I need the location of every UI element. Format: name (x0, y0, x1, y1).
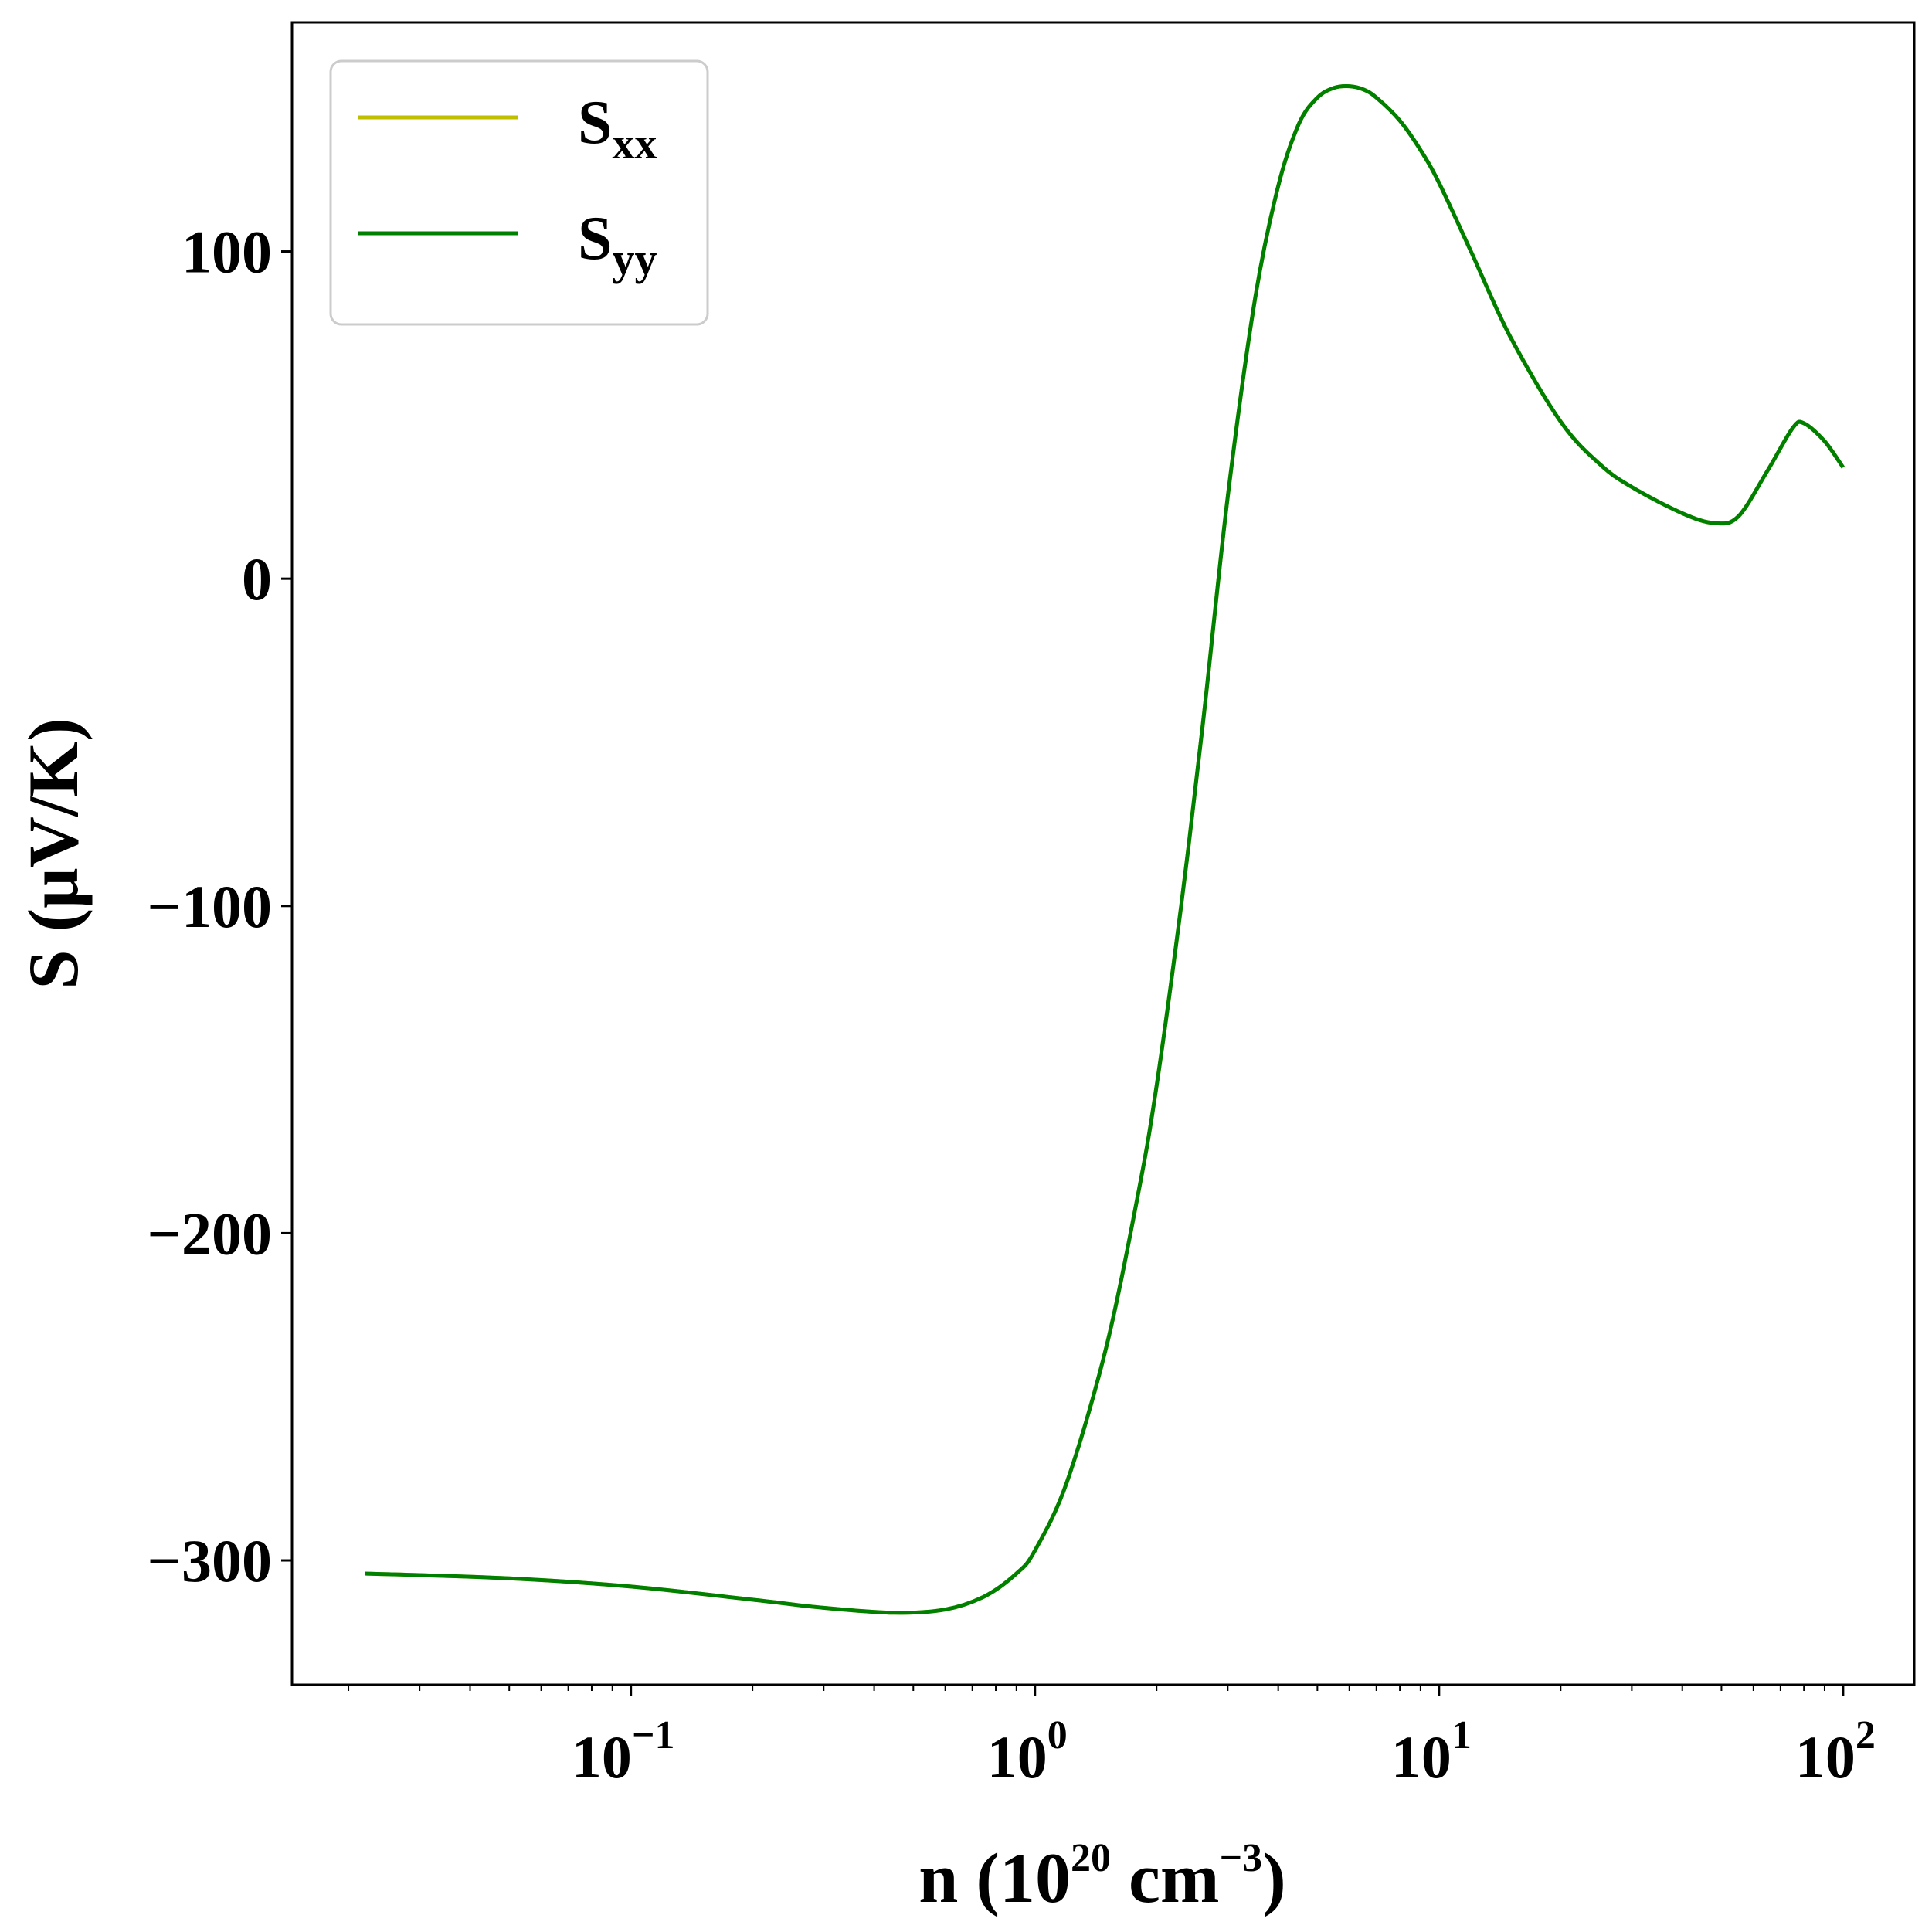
y-axis-label: S (μV/K) (14, 718, 93, 989)
legend-box (329, 59, 709, 326)
legend: Sxx Syy (329, 59, 709, 326)
y-tick-label: 0 (242, 545, 272, 613)
y-tick-label: −200 (148, 1200, 272, 1267)
y-tick-label: 100 (182, 219, 272, 286)
y-tick-label: −100 (148, 873, 272, 940)
legend-label-sxx: Sxx (578, 89, 657, 168)
series-line-yy (365, 83, 1845, 1615)
ticks-layer: 10−1 100 101 102 100 0 −100 −200 −300 (148, 219, 1876, 1791)
x-tick-label: 100 (987, 1713, 1068, 1791)
y-tick-label: −300 (148, 1527, 272, 1594)
x-axis-label: n (1020 cm−3) (918, 1836, 1286, 1917)
x-tick-label: 102 (1795, 1713, 1876, 1791)
plot-frame (290, 21, 1916, 1686)
x-tick-label: 101 (1391, 1713, 1472, 1791)
series-layer (365, 83, 1845, 1615)
legend-label-syy: Syy (578, 205, 657, 284)
x-tick-label: 10−1 (572, 1713, 675, 1791)
